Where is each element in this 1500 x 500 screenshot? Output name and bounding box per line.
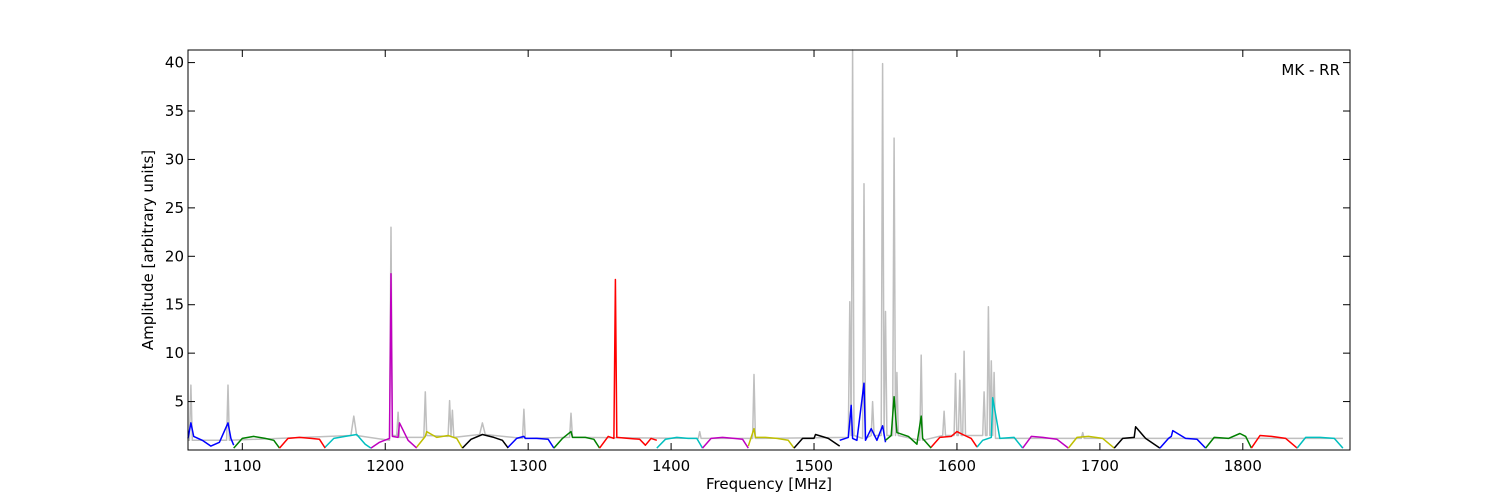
- x-tick-label: 1400: [652, 457, 690, 475]
- y-tick-label: 20: [165, 247, 184, 265]
- x-tick-label: 1100: [223, 457, 261, 475]
- plot-frame: [187, 49, 1351, 451]
- x-tick-label: 1600: [938, 457, 976, 475]
- y-tick-label: 15: [165, 296, 184, 314]
- series-line: [278, 436, 326, 449]
- y-tick-label: 5: [174, 393, 184, 411]
- series-line: [1205, 432, 1253, 449]
- series-line: [1067, 435, 1115, 449]
- series-line: [507, 435, 555, 449]
- x-tick-label: 1500: [795, 457, 833, 475]
- series-line: [1022, 435, 1069, 449]
- series-line: [416, 430, 464, 449]
- series-line: [976, 396, 1024, 449]
- series-line: [1113, 426, 1161, 449]
- series-line: [747, 427, 795, 449]
- series-line: [1159, 429, 1207, 449]
- x-tick-label: 1700: [1081, 457, 1119, 475]
- annotation: MK - RR: [1281, 61, 1340, 79]
- series-line: [793, 433, 841, 449]
- y-tick-label: 35: [165, 102, 184, 120]
- x-axis-label: Frequency [MHz]: [706, 475, 832, 493]
- y-tick-label: 40: [165, 54, 184, 72]
- series-line: [598, 278, 658, 449]
- x-tick-label: 1200: [366, 457, 404, 475]
- series-line: [324, 433, 372, 449]
- series-line: [930, 430, 978, 448]
- series-line: [461, 433, 509, 449]
- x-tick-label: 1800: [1224, 457, 1262, 475]
- series-line: [233, 435, 281, 449]
- x-tick-label: 1300: [509, 457, 547, 475]
- y-tick-label: 10: [165, 344, 184, 362]
- series-line: [656, 436, 704, 449]
- series-line: [553, 430, 601, 449]
- series-line: [701, 436, 749, 449]
- y-tick-label: 25: [165, 199, 184, 217]
- series-line: [1296, 436, 1344, 449]
- series-line: [370, 272, 418, 449]
- series-line: [839, 382, 887, 443]
- y-tick-label: 30: [165, 150, 184, 168]
- y-axis-label: Amplitude [arbitrary units]: [139, 150, 157, 350]
- series-line: [187, 422, 235, 447]
- series-line: [1250, 434, 1298, 449]
- series-line: [885, 395, 932, 449]
